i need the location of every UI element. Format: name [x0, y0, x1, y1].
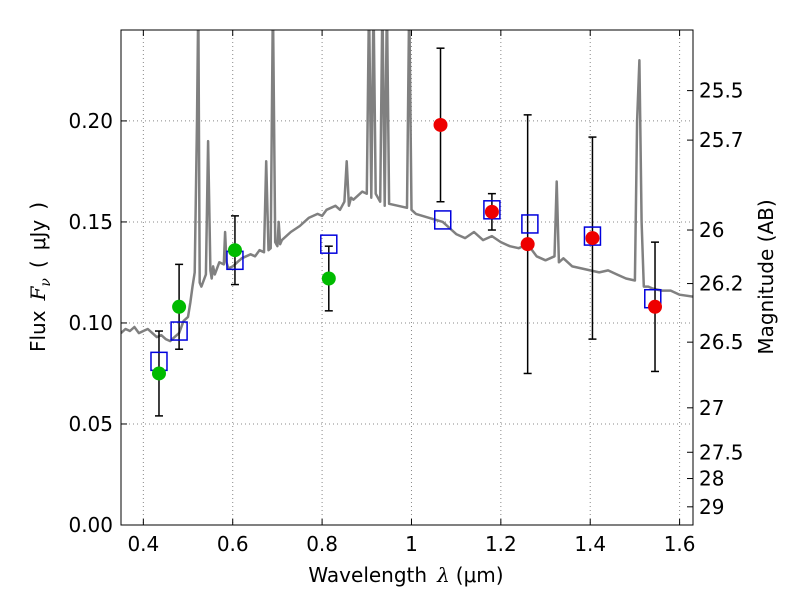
y-axis: 0.00 0.05 0.10 0.15 0.20 [68, 109, 127, 537]
red-point [520, 237, 535, 252]
y2-tick-label: 26 [699, 218, 724, 242]
y-axis-label-paren-open: ( [26, 260, 50, 268]
x-tick-label: 1.2 [485, 532, 517, 556]
y2-tick-label: 26.2 [699, 272, 744, 296]
red-point [433, 117, 448, 132]
model-box [521, 214, 539, 234]
x-axis-label-unit: (μm) [456, 563, 504, 587]
x-tick-label: 0.8 [306, 532, 338, 556]
x-tick-label: 1.4 [574, 532, 606, 556]
red-point [585, 231, 600, 246]
x-axis-label: Wavelength λ (μm) [308, 563, 503, 587]
model-box [170, 321, 188, 341]
spectrum-layer [121, 30, 693, 343]
y2-axis-label: Magnitude (AB) [754, 199, 778, 354]
y2-axis: 25.5 25.7 26 26.2 26.5 27 27.5 28 29 [687, 79, 744, 519]
y-tick-label: 0.05 [68, 412, 113, 436]
green-point [227, 243, 242, 258]
y-tick-label: 0.00 [68, 513, 113, 537]
model-box [320, 234, 338, 254]
y2-tick-label: 27.5 [699, 440, 744, 464]
plot-frame [120, 29, 694, 526]
y-tick-label: 0.20 [68, 109, 113, 133]
points-layer [150, 47, 663, 417]
green-point [321, 271, 336, 286]
y-tick-label: 0.10 [68, 311, 113, 335]
grid [121, 30, 693, 525]
y2-tick-label: 27 [699, 396, 724, 420]
spectrum-line [121, 30, 693, 343]
green-point [151, 366, 166, 381]
y-axis-label: Flux Fν ( μJy) [26, 202, 54, 352]
x-tick-label: 1 [405, 532, 418, 556]
red-point [484, 204, 499, 219]
y2-tick-label: 25.5 [699, 79, 744, 103]
y-axis-label-paren-close: ) [26, 202, 50, 210]
red-point [648, 299, 663, 314]
x-axis-label-text: Wavelength [308, 563, 427, 587]
y-tick-label: 0.15 [68, 210, 113, 234]
green-point [172, 299, 187, 314]
y-axis-label-unit: μJy [26, 220, 50, 251]
y-axis-label-text: Flux [26, 310, 50, 352]
y2-tick-label: 28 [699, 467, 724, 491]
y-axis-label-symbol-sub: ν [38, 278, 54, 287]
y2-tick-label: 26.5 [699, 330, 744, 354]
x-axis: 0.4 0.6 0.8 1 1.2 1.4 1.6 [127, 30, 696, 556]
y2-tick-label: 25.7 [699, 128, 744, 152]
y2-tick-label: 29 [699, 495, 724, 519]
x-tick-label: 0.6 [217, 532, 249, 556]
model-box [434, 210, 452, 230]
y-axis-label-symbol: F [26, 285, 50, 301]
x-tick-label: 0.4 [127, 532, 159, 556]
x-tick-label: 1.6 [664, 532, 696, 556]
x-axis-label-symbol: λ [436, 563, 450, 587]
